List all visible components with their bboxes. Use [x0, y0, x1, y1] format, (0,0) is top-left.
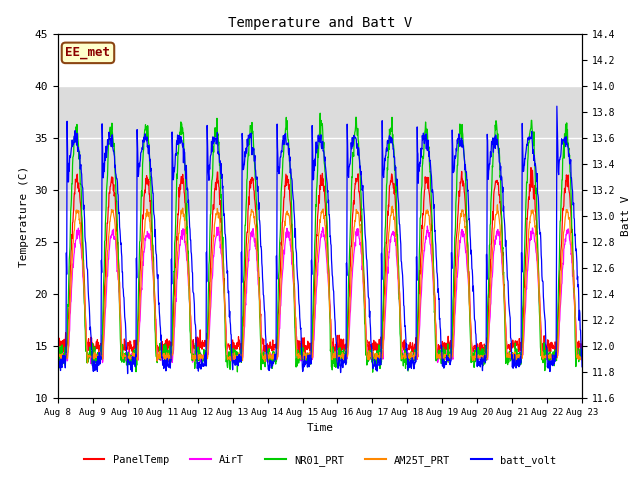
Y-axis label: Batt V: Batt V: [621, 196, 631, 236]
X-axis label: Time: Time: [307, 423, 333, 432]
Y-axis label: Temperature (C): Temperature (C): [19, 166, 29, 266]
Title: Temperature and Batt V: Temperature and Batt V: [228, 16, 412, 30]
Legend: PanelTemp, AirT, NR01_PRT, AM25T_PRT, batt_volt: PanelTemp, AirT, NR01_PRT, AM25T_PRT, ba…: [79, 451, 561, 470]
Text: EE_met: EE_met: [65, 47, 111, 60]
Bar: [58, 86, 582, 211]
